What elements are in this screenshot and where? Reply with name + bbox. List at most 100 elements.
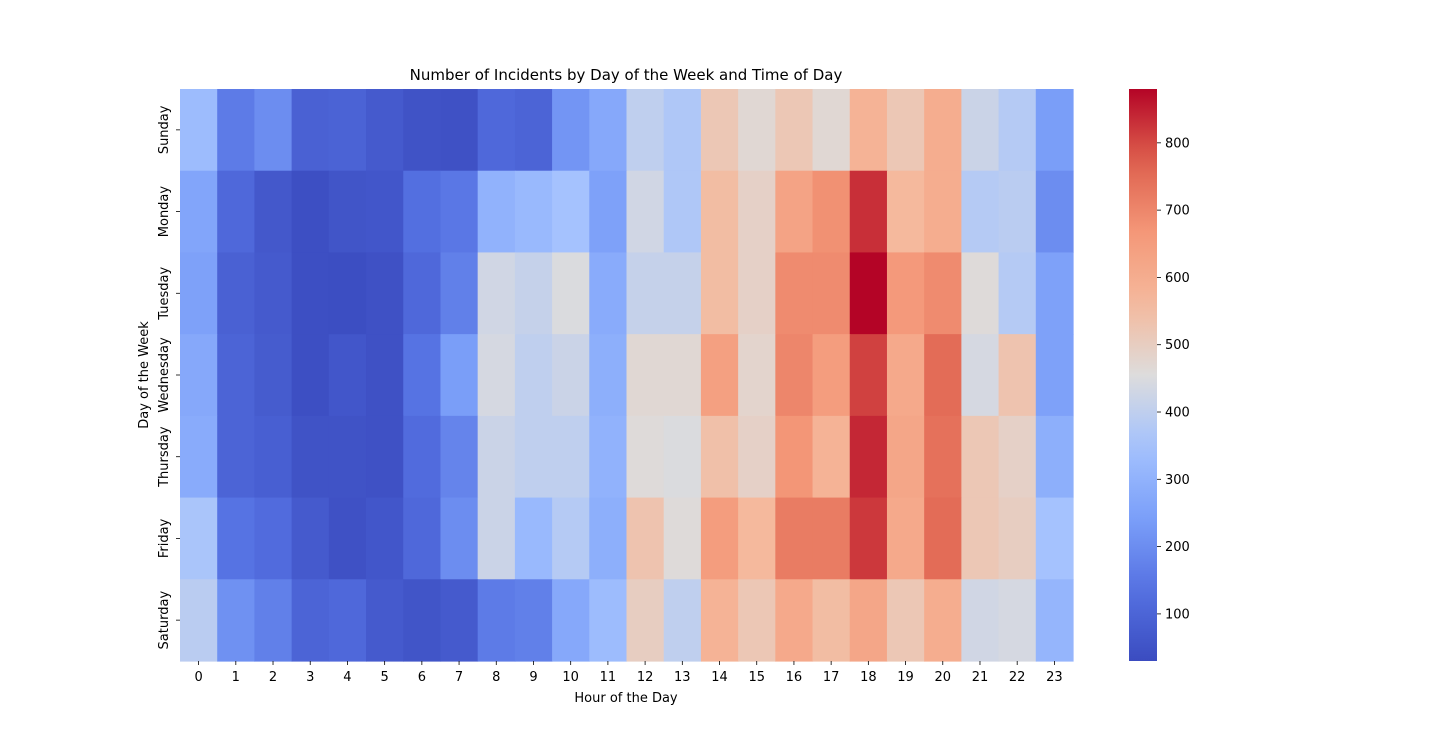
heatmap-cell <box>998 579 1037 662</box>
heatmap-cell <box>514 170 553 254</box>
heatmap-cell <box>961 415 1000 499</box>
heatmap-cell <box>254 89 293 172</box>
heatmap-cell <box>626 579 665 662</box>
heatmap-cell <box>477 334 516 417</box>
heatmap-cell <box>886 497 925 580</box>
colorbar-tick-label: 700 <box>1165 204 1190 219</box>
heatmap-cell <box>626 415 665 499</box>
heatmap-cell <box>738 170 776 254</box>
heatmap-cell <box>328 334 367 417</box>
heatmap-cell <box>514 89 553 172</box>
heatmap-cell <box>626 252 665 335</box>
heatmap-cell <box>291 497 330 580</box>
heatmap-cell <box>700 497 739 580</box>
heatmap-cell <box>589 334 628 417</box>
heatmap-cell <box>700 170 739 254</box>
heatmap-cell <box>328 579 367 662</box>
heatmap-cell <box>514 334 553 417</box>
x-tick-label: 5 <box>381 670 389 685</box>
heatmap-cell <box>738 579 776 662</box>
x-tick-label: 8 <box>492 670 500 685</box>
heatmap-cells <box>180 89 1074 662</box>
heatmap-cell <box>924 252 962 335</box>
heatmap-cell <box>328 89 367 172</box>
heatmap-cell <box>477 252 516 335</box>
x-tick-label: 11 <box>600 670 617 685</box>
y-tick-label: Saturday <box>157 591 172 650</box>
heatmap-cell <box>961 89 1000 172</box>
heatmap-cell <box>663 415 702 499</box>
colorbar-tick-label: 800 <box>1165 136 1190 151</box>
x-tick-label: 9 <box>529 670 537 685</box>
heatmap-cell <box>961 497 1000 580</box>
heatmap-cell <box>440 252 479 335</box>
x-tick-label: 4 <box>343 670 351 685</box>
x-tick-label: 2 <box>269 670 277 685</box>
heatmap-cell <box>775 579 814 662</box>
heatmap-cell <box>1035 415 1074 499</box>
heatmap-cell <box>477 579 516 662</box>
heatmap-cell <box>366 497 404 580</box>
colorbar <box>1129 89 1157 661</box>
heatmap-cell <box>663 170 702 254</box>
heatmap-cell <box>403 579 442 662</box>
heatmap-cell <box>886 170 925 254</box>
heatmap-cell <box>291 170 330 254</box>
heatmap-cell <box>477 415 516 499</box>
heatmap-cell <box>738 334 776 417</box>
heatmap-cell <box>366 252 404 335</box>
heatmap-cell <box>328 252 367 335</box>
heatmap-cell <box>403 415 442 499</box>
heatmap-cell <box>589 252 628 335</box>
colorbar-tick-label: 200 <box>1165 540 1190 555</box>
x-tick-label: 12 <box>637 670 654 685</box>
heatmap-cell <box>403 170 442 254</box>
heatmap-cell <box>700 415 739 499</box>
x-tick-label: 3 <box>306 670 314 685</box>
x-tick-label: 22 <box>1009 670 1026 685</box>
heatmap-cell <box>440 415 479 499</box>
heatmap-cell <box>849 170 888 254</box>
heatmap-cell <box>775 252 814 335</box>
x-tick-label: 21 <box>972 670 989 685</box>
heatmap-cell <box>403 89 442 172</box>
heatmap-cell <box>328 415 367 499</box>
heatmap-cell <box>961 579 1000 662</box>
heatmap-cell <box>924 579 962 662</box>
heatmap-cell <box>738 252 776 335</box>
heatmap-cell <box>440 334 479 417</box>
heatmap-cell <box>589 170 628 254</box>
heatmap-cell <box>738 89 776 172</box>
colorbar-tick-label: 300 <box>1165 473 1190 488</box>
heatmap-cell <box>180 579 218 662</box>
heatmap-cell <box>812 579 851 662</box>
heatmap-cell <box>886 415 925 499</box>
heatmap-cell <box>961 252 1000 335</box>
heatmap-cell <box>626 334 665 417</box>
heatmap-cell <box>812 334 851 417</box>
heatmap-cell <box>180 89 218 172</box>
heatmap-cell <box>663 252 702 335</box>
heatmap-cell <box>254 415 293 499</box>
heatmap-cell <box>552 415 590 499</box>
heatmap-cell <box>738 497 776 580</box>
colorbar-tick-label: 100 <box>1165 607 1190 622</box>
heatmap-cell <box>180 252 218 335</box>
heatmap-cell <box>366 89 404 172</box>
heatmap-cell <box>589 415 628 499</box>
heatmap-cell <box>849 334 888 417</box>
heatmap-cell <box>886 89 925 172</box>
y-tick-label: Sunday <box>157 105 172 154</box>
x-tick-label: 17 <box>823 670 840 685</box>
colorbar-tick-label: 500 <box>1165 338 1190 353</box>
heatmap-cell <box>998 334 1037 417</box>
chart-title: Number of Incidents by Day of the Week a… <box>410 66 843 84</box>
y-tick-label: Thursday <box>157 426 172 488</box>
heatmap-cell <box>961 170 1000 254</box>
x-tick-label: 19 <box>897 670 914 685</box>
heatmap-cell <box>1035 252 1074 335</box>
x-tick-label: 6 <box>418 670 426 685</box>
heatmap-cell <box>552 252 590 335</box>
heatmap-cell <box>849 89 888 172</box>
